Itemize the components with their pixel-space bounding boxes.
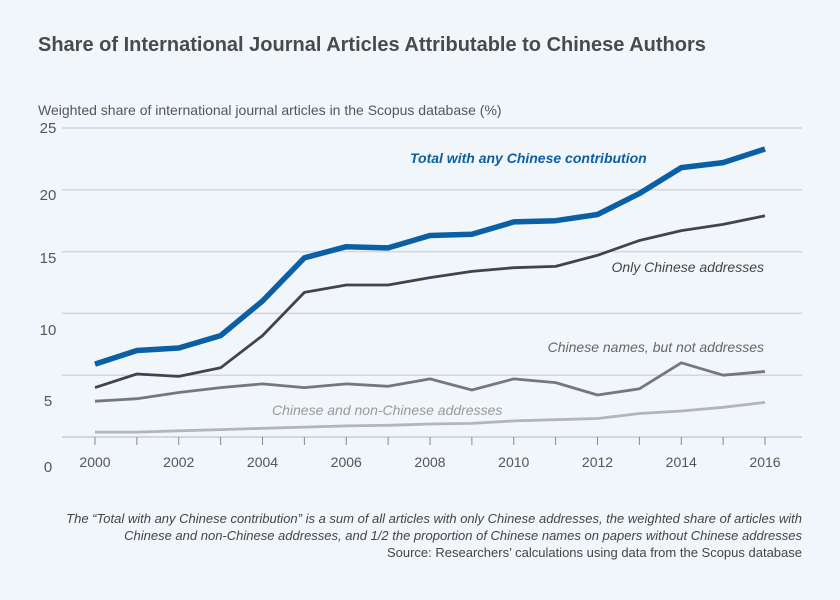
x-tick-label: 2008	[414, 454, 445, 470]
y-tick-label: 5	[44, 393, 52, 410]
series-line-3	[95, 401, 766, 434]
x-tick-label: 2010	[498, 454, 529, 470]
y-tick-label: 15	[40, 250, 57, 267]
chart-source: Source: Researchers’ calculations using …	[386, 545, 802, 560]
y-tick-label: 0	[44, 459, 52, 476]
series-label: Chinese and non-Chinese addresses	[272, 402, 502, 418]
x-tick-label: 2012	[582, 454, 613, 470]
series-label: Total with any Chinese contribution	[410, 150, 647, 166]
series-label: Chinese names, but not addresses	[548, 339, 764, 355]
x-tick-label: 2002	[163, 454, 194, 470]
y-tick-label: 25	[40, 120, 57, 137]
series-line-2	[94, 361, 766, 403]
x-tick-label: 2004	[247, 454, 278, 470]
x-tick-label: 2000	[79, 454, 110, 470]
series-label: Only Chinese addresses	[611, 259, 764, 275]
x-tick-label: 2016	[749, 454, 780, 470]
chart-title: Share of International Journal Articles …	[38, 34, 706, 56]
x-tick-label: 2014	[666, 454, 697, 470]
series-line-1	[94, 214, 766, 389]
y-tick-label: 10	[40, 322, 57, 339]
x-tick-label: 2006	[331, 454, 362, 470]
y-axis-label: Weighted share of international journal …	[38, 102, 502, 118]
chart-note: The “Total with any Chinese contribution…	[66, 511, 802, 543]
y-tick-label: 20	[40, 187, 57, 204]
series-line-0	[94, 146, 766, 367]
